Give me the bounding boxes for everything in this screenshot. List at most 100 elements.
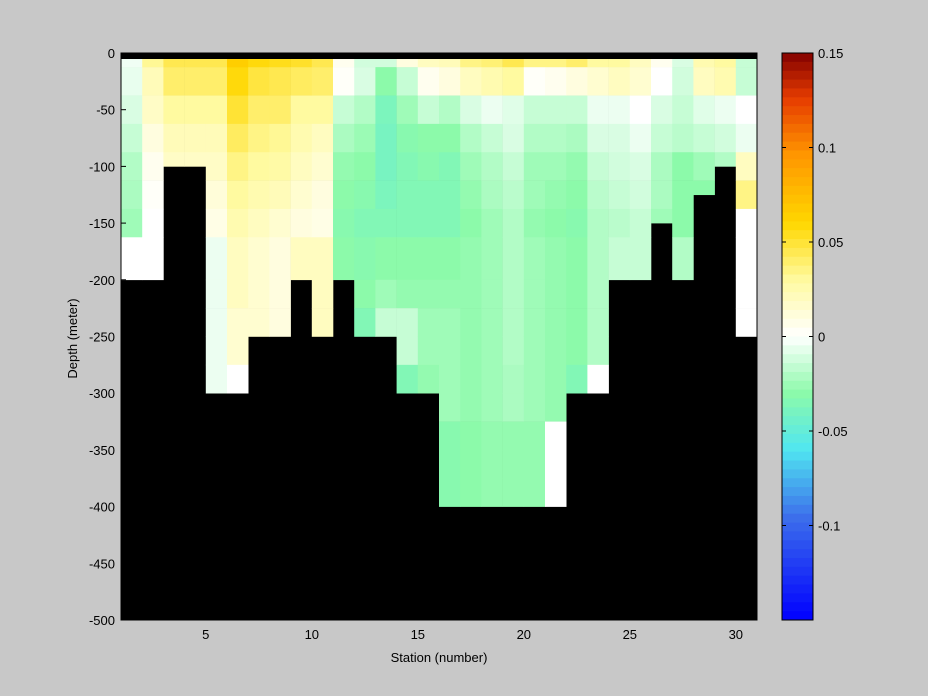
heatmap-cell [545, 336, 567, 366]
heatmap-cell [587, 180, 609, 210]
heatmap-cell [481, 237, 503, 281]
heatmap-cell [290, 237, 313, 281]
heatmap-cell [735, 95, 758, 125]
heatmap-cell [523, 393, 546, 422]
heatmap-cell [417, 152, 440, 181]
heatmap-cell [248, 123, 270, 153]
heatmap-cell [587, 364, 609, 394]
heatmap-cell [227, 152, 249, 181]
heatmap-cell [460, 152, 482, 181]
colorbar-segment [782, 354, 813, 364]
heatmap-cell [651, 152, 673, 181]
heatmap-cell [502, 180, 525, 210]
heatmap-cell [417, 208, 440, 238]
heatmap-cell [608, 67, 631, 96]
heatmap-cell [417, 279, 440, 309]
heatmap-cell [651, 123, 673, 153]
heatmap-cell [205, 152, 228, 181]
heatmap-cell [523, 279, 546, 309]
heatmap-cell [587, 336, 609, 366]
colorbar-tick-label: -0.05 [818, 424, 848, 439]
heatmap-cell [481, 67, 503, 96]
heatmap-cell [163, 152, 185, 167]
heatmap-cell [608, 237, 631, 281]
heatmap-cell [545, 123, 567, 153]
heatmap-cell [693, 95, 715, 125]
colorbar-segment [782, 460, 813, 470]
heatmap-cell [587, 123, 609, 153]
heatmap-cell [566, 336, 588, 366]
heatmap-cell [566, 67, 588, 96]
heatmap-cell [121, 123, 143, 153]
heatmap-cell [672, 95, 694, 125]
heatmap-cell [481, 308, 503, 337]
heatmap-cell [375, 152, 397, 181]
heatmap-cell [142, 95, 164, 125]
heatmap-cell [523, 449, 546, 479]
heatmap-cell [163, 123, 185, 153]
heatmap-cell [523, 152, 546, 181]
heatmap-cell [439, 67, 461, 96]
colorbar-segment [782, 274, 813, 284]
heatmap-cell [396, 67, 419, 96]
heatmap-cell [163, 95, 185, 125]
colorbar-segment [782, 221, 813, 231]
y-tick-label: -150 [89, 216, 115, 231]
colorbar-tick-label: 0.1 [818, 141, 836, 156]
heatmap-cell [227, 364, 249, 394]
heatmap-cell [629, 237, 652, 281]
heatmap-cell [417, 308, 440, 337]
heatmap-cell [545, 393, 567, 422]
heatmap-cell [693, 67, 715, 96]
colorbar-segment [782, 61, 813, 72]
heatmap-cell [227, 336, 249, 366]
heatmap-cell [481, 364, 503, 394]
heatmap-cell [523, 180, 546, 210]
heatmap-cell [142, 152, 164, 181]
heatmap-cell [248, 208, 270, 238]
colorbar-segment [782, 416, 813, 426]
heatmap-cell [142, 123, 164, 153]
heatmap-cell [523, 237, 546, 281]
y-tick-label: -100 [89, 159, 115, 174]
heatmap-cell [417, 123, 440, 153]
heatmap-cell [502, 95, 525, 125]
colorbar-segment [782, 283, 813, 293]
colorbar-segment [782, 380, 813, 391]
heatmap-cell [248, 308, 270, 337]
heatmap-cell [566, 364, 588, 394]
colorbar-segment [782, 522, 813, 532]
y-axis-ticks: 0 -50 -100 -150 -200 -250 -300 -350 -400 -450 -500 [89, 46, 126, 628]
heatmap-cell [184, 152, 207, 167]
heatmap-cell [121, 208, 143, 238]
colorbar-segment [782, 557, 813, 568]
colorbar-segment [782, 115, 813, 125]
colorbar-segment [782, 265, 813, 275]
heatmap-cell [714, 95, 737, 125]
y-tick-label: -500 [89, 613, 115, 628]
heatmap-cell [629, 180, 652, 210]
heatmap-cell [523, 123, 546, 153]
heatmap-cell [523, 208, 546, 238]
colorbar-tick-label: 0.15 [818, 46, 843, 61]
heatmap-cell [608, 180, 631, 210]
heatmap-cell [375, 237, 397, 281]
heatmap-cell [714, 67, 737, 96]
heatmap-cell [460, 208, 482, 238]
heatmap-cell [227, 237, 249, 281]
colorbar-segment [782, 602, 813, 612]
heatmap-cell [269, 180, 291, 210]
colorbar-segment [782, 123, 813, 134]
heatmap-cell [481, 95, 503, 125]
heatmap-cell [502, 67, 525, 96]
heatmap-cell [375, 208, 397, 238]
x-tick-label: 30 [729, 627, 743, 642]
colorbar-segment [782, 336, 813, 346]
heatmap-cell [184, 67, 207, 96]
heatmap-cell [396, 279, 419, 309]
heatmap-cell [439, 449, 461, 479]
heatmap-cell [735, 67, 758, 96]
colorbar-segment [782, 185, 813, 196]
heatmap-cell [439, 180, 461, 210]
heatmap-cell [205, 123, 228, 153]
